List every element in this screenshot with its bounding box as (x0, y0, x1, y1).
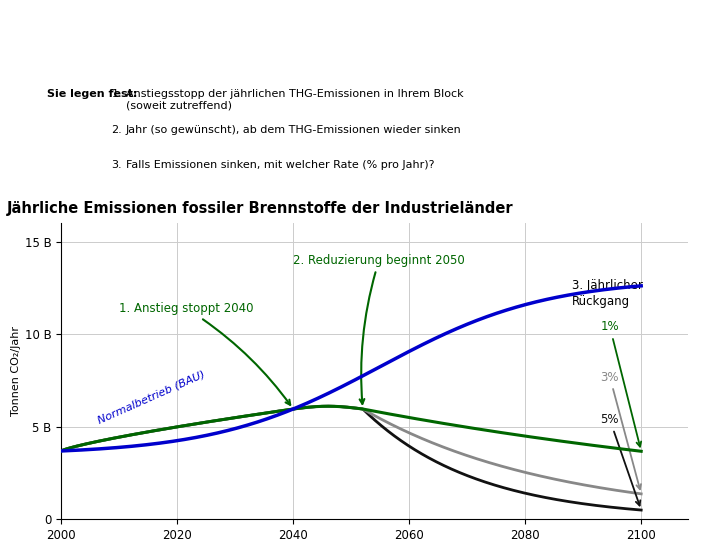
Y-axis label: Tonnen CO₂/Jahr: Tonnen CO₂/Jahr (11, 326, 21, 416)
Text: 1. Anstieg stoppt 2040: 1. Anstieg stoppt 2040 (120, 302, 290, 405)
Text: 2.: 2. (112, 125, 122, 136)
Text: Falls Emissionen sinken, mit welcher Rate (% pro Jahr)?: Falls Emissionen sinken, mit welcher Rat… (126, 160, 434, 170)
Text: 2. Reduzierung beginnt 2050: 2. Reduzierung beginnt 2050 (293, 254, 465, 404)
Text: Entscheidung 1:
Emissionen aus fossilen Brennstoffen: Entscheidung 1: Emissionen aus fossilen … (18, 17, 387, 60)
Text: 3. Jährlicher
Rückgang: 3. Jährlicher Rückgang (572, 279, 642, 308)
Text: Normalbetrieb (BAU): Normalbetrieb (BAU) (96, 369, 207, 425)
Text: Jahr (so gewünscht), ab dem THG-Emissionen wieder sinken: Jahr (so gewünscht), ab dem THG-Emission… (126, 125, 462, 136)
Text: 1%: 1% (600, 320, 642, 447)
Text: 3%: 3% (600, 370, 641, 489)
Text: 5%: 5% (600, 413, 640, 505)
Text: Anstiegsstopp der jährlichen THG-Emissionen in Ihrem Block
(soweit zutreffend): Anstiegsstopp der jährlichen THG-Emissio… (126, 89, 464, 110)
Text: 1.: 1. (112, 89, 122, 99)
Text: Jährliche Emissionen fossiler Brennstoffe der Industrieländer: Jährliche Emissionen fossiler Brennstoff… (7, 201, 514, 215)
Text: Sie legen fest:: Sie legen fest: (47, 89, 138, 99)
Text: 3.: 3. (112, 160, 122, 170)
